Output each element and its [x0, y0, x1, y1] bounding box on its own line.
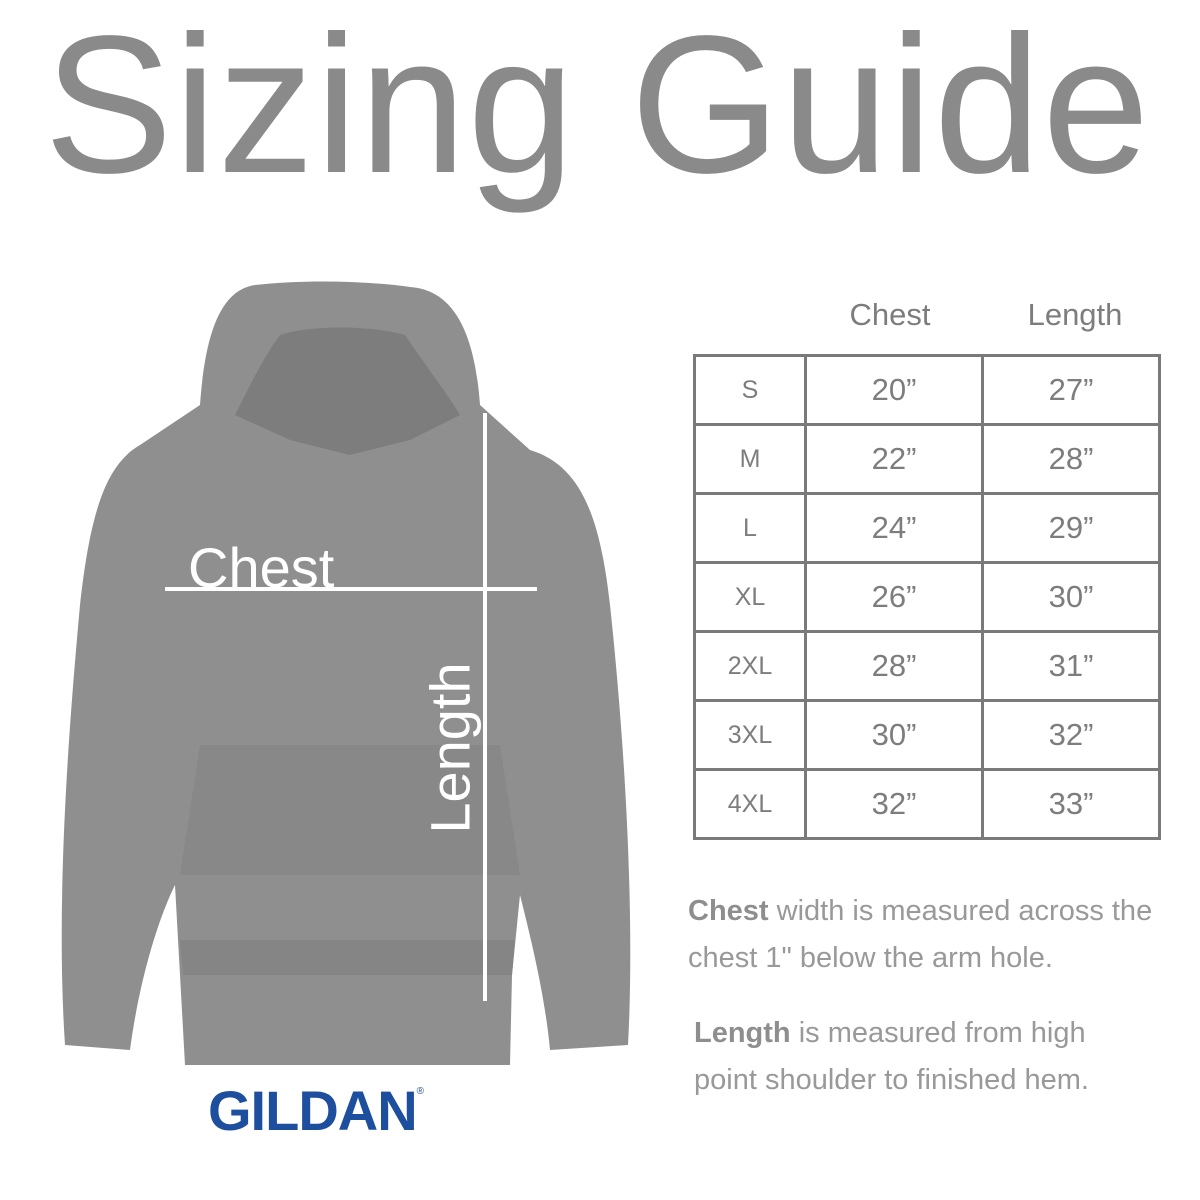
chest-measure-line	[165, 587, 537, 591]
table-row: M 22” 28”	[693, 423, 1161, 495]
hoodie-image	[61, 281, 631, 1065]
size-cell: XL	[693, 561, 807, 633]
length-cell: 29”	[981, 492, 1161, 564]
chest-cell: 30”	[804, 699, 984, 771]
table-row: XL 26” 30”	[693, 561, 1161, 633]
length-note: Length is measured from high point shoul…	[694, 1017, 1089, 1096]
size-cell: 2XL	[693, 630, 807, 702]
chest-cell: 28”	[804, 630, 984, 702]
size-cell: M	[693, 423, 807, 495]
table-row: 2XL 28” 31”	[693, 630, 1161, 702]
length-cell: 31”	[981, 630, 1161, 702]
chest-cell: 24”	[804, 492, 984, 564]
length-cell: 30”	[981, 561, 1161, 633]
table-row: 3XL 30” 32”	[693, 699, 1161, 771]
length-cell: 28”	[981, 423, 1161, 495]
header-length: Length	[1027, 297, 1123, 332]
length-cell: 32”	[981, 699, 1161, 771]
length-cell: 33”	[981, 768, 1161, 840]
table-row: 4XL 32” 33”	[693, 768, 1161, 840]
length-cell: 27”	[981, 354, 1161, 426]
chest-diagram-label: Chest	[188, 536, 335, 599]
length-diagram-label: Length	[418, 662, 482, 834]
chest-cell: 32”	[804, 768, 984, 840]
size-table: S 20” 27” M 22” 28” L 24” 29” XL 26” 30” 2XL 28” 31” 3X…	[693, 354, 1161, 840]
size-cell: S	[693, 354, 807, 426]
page-title: Sizing Guide	[44, 0, 1151, 214]
size-cell: 3XL	[693, 699, 807, 771]
size-cell: 4XL	[693, 768, 807, 840]
size-cell: L	[693, 492, 807, 564]
gildan-logo: GILDAN®	[208, 1079, 424, 1142]
chest-cell: 20”	[804, 354, 984, 426]
chest-note: Chest width is measured across the chest…	[688, 895, 1153, 974]
table-row: S 20” 27”	[693, 354, 1161, 426]
chest-cell: 22”	[804, 423, 984, 495]
table-row: L 24” 29”	[693, 492, 1161, 564]
length-measure-line	[483, 413, 487, 1001]
chest-cell: 26”	[804, 561, 984, 633]
header-chest: Chest	[849, 297, 931, 332]
